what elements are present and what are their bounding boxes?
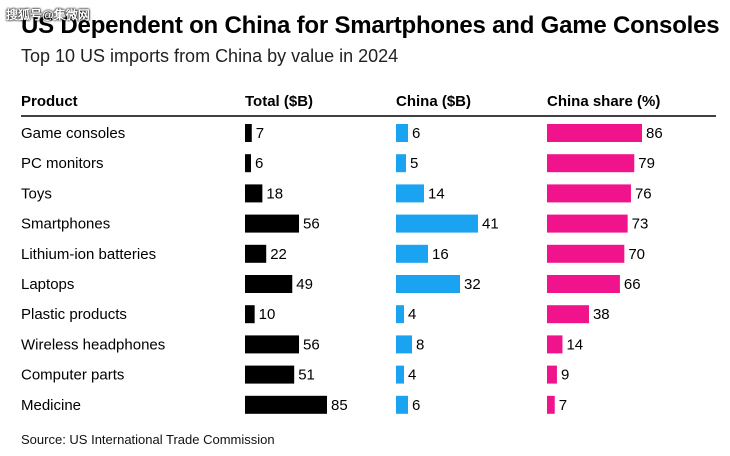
bar bbox=[245, 365, 295, 384]
bar bbox=[547, 124, 642, 142]
bar bbox=[396, 154, 406, 173]
data-label: 38 bbox=[593, 306, 610, 323]
bar bbox=[245, 275, 293, 293]
data-label: 7 bbox=[256, 125, 264, 142]
watermark: 搜狐号@集微网 bbox=[6, 8, 90, 22]
bar bbox=[547, 244, 625, 263]
data-label: 22 bbox=[270, 246, 287, 263]
bar bbox=[547, 365, 557, 384]
data-label: 6 bbox=[255, 155, 263, 172]
data-label: 41 bbox=[482, 216, 499, 233]
data-label: 6 bbox=[412, 125, 420, 142]
bar bbox=[396, 124, 408, 142]
data-label: 56 bbox=[303, 336, 320, 353]
data-label: 6 bbox=[412, 397, 420, 414]
category-label: Wireless headphones bbox=[21, 336, 165, 353]
bar bbox=[245, 184, 263, 203]
bar bbox=[396, 335, 412, 354]
bar bbox=[547, 214, 628, 233]
data-label: 76 bbox=[635, 185, 652, 202]
bar bbox=[547, 154, 635, 173]
chart-subtitle: Top 10 US imports from China by value in… bbox=[21, 46, 399, 66]
data-label: 14 bbox=[566, 336, 583, 353]
bar bbox=[245, 305, 255, 324]
data-label: 8 bbox=[416, 336, 424, 353]
bar bbox=[245, 395, 327, 414]
column-header: China share (%) bbox=[547, 93, 660, 110]
data-label: 73 bbox=[632, 216, 649, 233]
data-label: 86 bbox=[646, 125, 663, 142]
data-label: 56 bbox=[303, 216, 320, 233]
bar bbox=[547, 395, 555, 414]
category-label: Game consoles bbox=[21, 125, 125, 142]
bar bbox=[396, 365, 404, 384]
category-label: Toys bbox=[21, 185, 52, 202]
bar bbox=[245, 214, 300, 233]
data-label: 4 bbox=[408, 367, 416, 384]
data-label: 7 bbox=[559, 397, 567, 414]
bar bbox=[396, 214, 478, 233]
bar bbox=[245, 154, 251, 173]
category-label: Computer parts bbox=[21, 367, 124, 384]
category-label: Lithium-ion batteries bbox=[21, 246, 156, 263]
bar bbox=[396, 184, 424, 203]
data-label: 70 bbox=[628, 246, 645, 263]
data-label: 10 bbox=[259, 306, 276, 323]
bar bbox=[547, 335, 563, 354]
bar bbox=[547, 275, 620, 293]
chart-title: US Dependent on China for Smartphones an… bbox=[21, 12, 720, 39]
data-label: 66 bbox=[624, 276, 641, 293]
bar bbox=[396, 395, 408, 414]
data-label: 4 bbox=[408, 306, 416, 323]
data-label: 32 bbox=[464, 276, 481, 293]
bar bbox=[396, 275, 460, 293]
data-label: 14 bbox=[428, 185, 445, 202]
column-header: Total ($B) bbox=[245, 93, 313, 110]
bar bbox=[396, 305, 404, 324]
data-label: 9 bbox=[561, 367, 569, 384]
bar bbox=[245, 335, 300, 354]
data-label: 18 bbox=[266, 185, 283, 202]
column-header: Product bbox=[21, 93, 78, 110]
bar bbox=[547, 184, 631, 203]
bar bbox=[547, 305, 589, 324]
data-label: 85 bbox=[331, 397, 348, 414]
bar bbox=[245, 124, 252, 142]
data-label: 16 bbox=[432, 246, 449, 263]
category-label: Laptops bbox=[21, 276, 74, 293]
bar bbox=[245, 244, 267, 263]
data-label: 49 bbox=[296, 276, 313, 293]
data-label: 79 bbox=[638, 155, 655, 172]
category-label: Smartphones bbox=[21, 216, 110, 233]
category-label: Medicine bbox=[21, 397, 81, 414]
column-header: China ($B) bbox=[396, 93, 471, 110]
bar bbox=[396, 244, 428, 263]
category-label: Plastic products bbox=[21, 306, 127, 323]
category-label: PC monitors bbox=[21, 155, 104, 172]
data-label: 51 bbox=[298, 367, 315, 384]
source-note: Source: US International Trade Commissio… bbox=[21, 432, 275, 447]
data-label: 5 bbox=[410, 155, 418, 172]
